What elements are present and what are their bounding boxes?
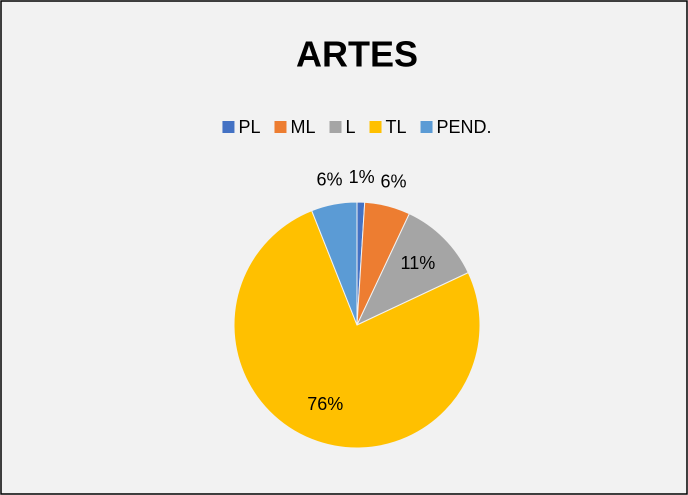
data-label: 76% bbox=[307, 394, 343, 414]
legend-swatch bbox=[420, 121, 433, 133]
legend-label: TL bbox=[386, 117, 407, 137]
legend-swatch bbox=[369, 121, 382, 133]
data-label: 6% bbox=[381, 171, 407, 191]
pie-slice bbox=[233, 209, 481, 449]
data-label: 11% bbox=[401, 253, 436, 273]
pie-slice bbox=[311, 201, 358, 326]
data-label: 1% bbox=[349, 167, 375, 187]
data-label: 6% bbox=[316, 169, 342, 189]
legend-swatch bbox=[329, 121, 342, 133]
legend-label: L bbox=[346, 117, 356, 137]
legend-swatch bbox=[274, 121, 287, 133]
chart-title: ARTES bbox=[296, 34, 418, 75]
legend-swatch bbox=[222, 121, 235, 133]
legend: PL ML L TL PEND. bbox=[222, 117, 492, 137]
pie-slice bbox=[355, 213, 469, 327]
legend-label: PEND. bbox=[437, 117, 492, 137]
legend-label: PL bbox=[238, 117, 260, 137]
legend-label: ML bbox=[290, 117, 315, 137]
